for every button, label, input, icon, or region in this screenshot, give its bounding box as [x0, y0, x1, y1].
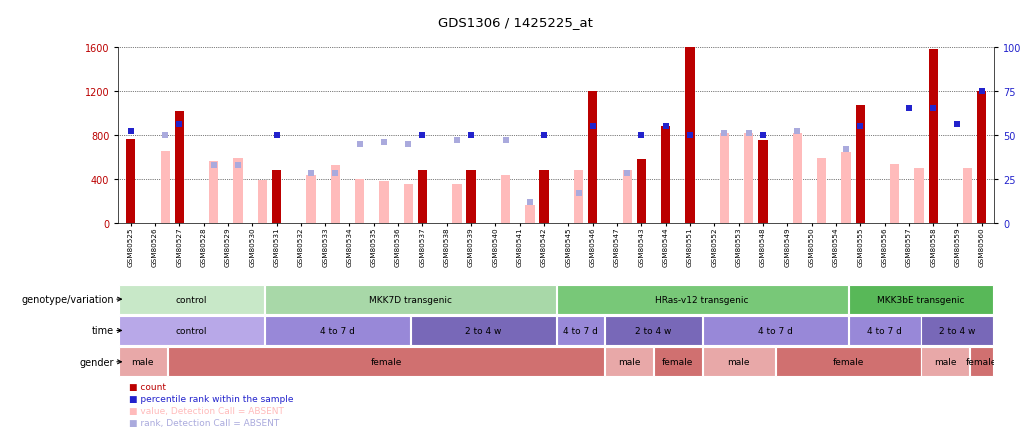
Bar: [817, 158, 826, 223]
Text: 4 to 7 d: 4 to 7 d: [867, 326, 902, 335]
Text: GDS1306 / 1425225_at: GDS1306 / 1425225_at: [438, 16, 592, 29]
Text: ■ rank, Detection Call = ABSENT: ■ rank, Detection Call = ABSENT: [129, 418, 279, 427]
Text: male: male: [618, 358, 641, 366]
Bar: [209, 162, 218, 223]
Bar: [556, 285, 848, 314]
Text: ■ count: ■ count: [129, 382, 166, 391]
Bar: [501, 176, 510, 223]
Bar: [265, 285, 556, 314]
Text: male: male: [934, 358, 957, 366]
Bar: [126, 140, 135, 223]
Bar: [379, 181, 388, 223]
Text: MKK3bE transgenic: MKK3bE transgenic: [878, 295, 965, 304]
Bar: [556, 316, 605, 345]
Bar: [452, 185, 461, 223]
Bar: [856, 106, 865, 223]
Bar: [540, 171, 549, 223]
Bar: [606, 316, 701, 345]
Bar: [258, 181, 267, 223]
Bar: [654, 348, 701, 376]
Bar: [234, 158, 243, 223]
Text: control: control: [176, 295, 207, 304]
Bar: [915, 168, 924, 223]
Text: gender: gender: [79, 357, 114, 367]
Bar: [265, 316, 410, 345]
Bar: [467, 171, 476, 223]
Bar: [702, 348, 775, 376]
Bar: [793, 133, 802, 223]
Text: 2 to 4 w: 2 to 4 w: [636, 326, 672, 335]
Text: time: time: [92, 326, 114, 335]
Text: ■ percentile rank within the sample: ■ percentile rank within the sample: [129, 394, 294, 403]
Bar: [525, 206, 535, 223]
Text: female: female: [966, 358, 997, 366]
Bar: [745, 133, 753, 223]
Bar: [702, 316, 848, 345]
Text: HRas-v12 transgenic: HRas-v12 transgenic: [655, 295, 749, 304]
Text: 2 to 4 w: 2 to 4 w: [466, 326, 502, 335]
Bar: [418, 171, 427, 223]
Bar: [331, 166, 340, 223]
Bar: [977, 92, 987, 223]
Bar: [720, 133, 729, 223]
Bar: [355, 179, 365, 223]
Text: control: control: [176, 326, 207, 335]
Bar: [970, 348, 994, 376]
Bar: [161, 152, 170, 223]
Bar: [842, 153, 851, 223]
Text: male: male: [727, 358, 750, 366]
Bar: [175, 111, 184, 223]
Text: 4 to 7 d: 4 to 7 d: [758, 326, 792, 335]
Text: female: female: [370, 358, 402, 366]
Bar: [890, 165, 899, 223]
Bar: [922, 316, 994, 345]
Bar: [404, 185, 413, 223]
Text: genotype/variation: genotype/variation: [22, 295, 114, 304]
Bar: [963, 168, 972, 223]
Bar: [928, 50, 937, 223]
Bar: [574, 171, 583, 223]
Bar: [272, 171, 281, 223]
Text: 4 to 7 d: 4 to 7 d: [563, 326, 598, 335]
Text: 4 to 7 d: 4 to 7 d: [320, 326, 354, 335]
Bar: [118, 316, 264, 345]
Text: 2 to 4 w: 2 to 4 w: [939, 326, 975, 335]
Text: female: female: [832, 358, 864, 366]
Bar: [118, 348, 167, 376]
Text: female: female: [662, 358, 693, 366]
Bar: [685, 48, 694, 223]
Bar: [307, 176, 315, 223]
Bar: [661, 127, 671, 223]
Bar: [776, 348, 921, 376]
Bar: [849, 285, 994, 314]
Bar: [606, 348, 653, 376]
Bar: [622, 171, 631, 223]
Bar: [849, 316, 921, 345]
Bar: [168, 348, 605, 376]
Bar: [588, 92, 597, 223]
Bar: [118, 285, 264, 314]
Text: MKK7D transgenic: MKK7D transgenic: [369, 295, 452, 304]
Text: male: male: [132, 358, 154, 366]
Bar: [922, 348, 969, 376]
Bar: [758, 141, 767, 223]
Bar: [411, 316, 556, 345]
Text: ■ value, Detection Call = ABSENT: ■ value, Detection Call = ABSENT: [129, 406, 283, 415]
Bar: [637, 160, 646, 223]
